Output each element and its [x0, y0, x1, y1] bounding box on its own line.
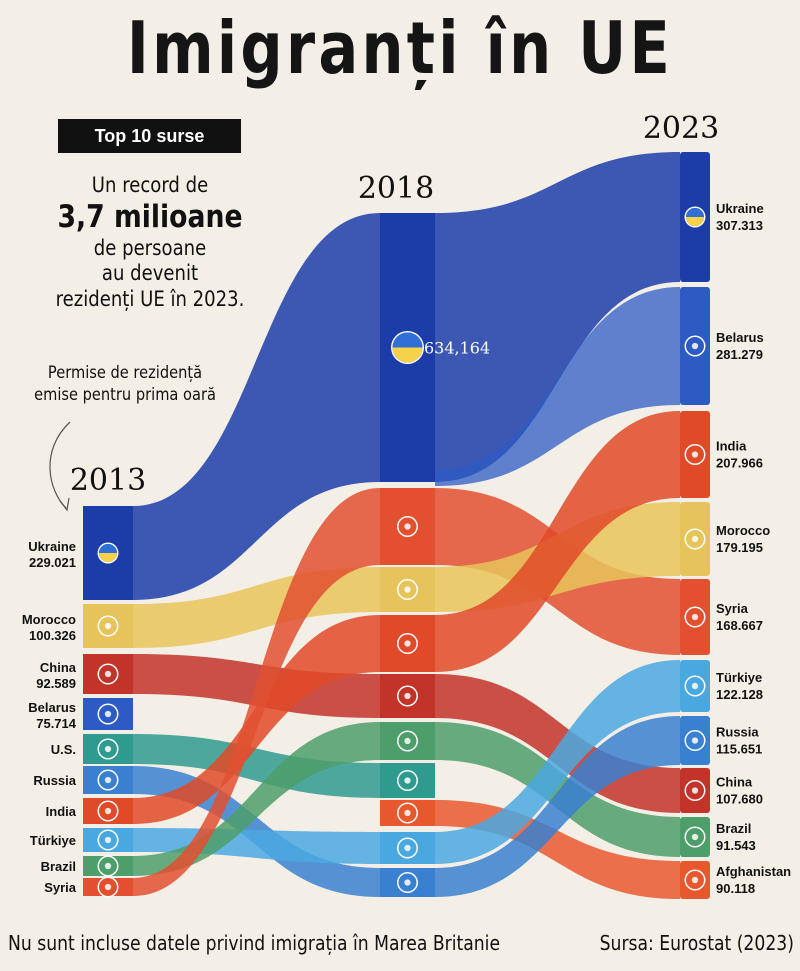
value-2023-trkiye: 122.128 — [716, 687, 763, 702]
label-2023-trkiye: Türkiye — [716, 670, 762, 685]
flag-2013-ukraine-icon — [97, 542, 119, 564]
flag-2018-ukraine-icon — [391, 331, 424, 364]
permits-arrow — [49, 421, 71, 509]
flag-2023-morocco-icon — [684, 528, 706, 550]
label-2023-syria: Syria — [716, 601, 749, 616]
flag-2018-afghanistan-icon — [397, 802, 418, 824]
value-2013-ukraine: 229.021 — [29, 555, 76, 570]
label-2013-morocco: Morocco — [22, 612, 76, 627]
country-labels: Ukraine229.021Morocco100.326China92.589B… — [22, 201, 791, 896]
flag-2018-china-icon — [397, 685, 418, 707]
label-2023-china: China — [716, 775, 753, 790]
label-2023-russia: Russia — [716, 725, 759, 740]
flow-2013-2018-brazil — [133, 722, 380, 876]
flow-2013-2018-ukraine — [133, 213, 380, 600]
flow-2018-2023-trkiye — [435, 660, 680, 864]
value-2018-ukraine: 634,164 — [424, 339, 490, 358]
flow-2018-2023-belarus — [435, 287, 680, 486]
flow-2018-2023-russia — [435, 716, 680, 897]
flow-2018-2023-ukraine — [435, 152, 680, 482]
flag-2023-afghanistan-icon — [684, 869, 706, 891]
flag-2018-syria-icon — [397, 516, 418, 537]
label-2013-ukraine: Ukraine — [28, 539, 76, 554]
label-2013-china: China — [40, 660, 77, 675]
value-2023-russia: 115.651 — [716, 742, 762, 757]
label-2013-trkiye: Türkiye — [30, 833, 76, 848]
flag-2013-india-icon — [97, 800, 119, 822]
label-2013-india: India — [46, 804, 77, 819]
flag-2023-belarus-icon — [684, 335, 706, 357]
intro-line-3: de persoane — [93, 235, 207, 260]
value-2023-afghanistan: 90.118 — [716, 881, 755, 896]
flow-bands — [133, 152, 680, 899]
label-2023-belarus: Belarus — [716, 330, 764, 345]
intro-highlight: 3,7 milioane — [57, 198, 243, 235]
label-2023-brazil: Brazil — [716, 821, 751, 836]
flag-2023-trkiye-icon — [684, 675, 706, 697]
value-2013-belarus: 75.714 — [36, 716, 77, 731]
label-2023-afghanistan: Afghanistan — [716, 864, 791, 879]
uk-footnote: Nu sunt incluse datele privind imigrația… — [8, 931, 501, 955]
flag-markers — [97, 206, 706, 898]
permits-line-2: emise pentru prima oară — [34, 385, 216, 406]
flag-2023-china-icon — [684, 780, 706, 801]
flag-2023-russia-icon — [684, 730, 706, 751]
flow-2018-2023-india — [435, 411, 680, 672]
flag-2023-brazil-icon — [684, 826, 706, 848]
flag-2013-morocco-icon — [97, 615, 119, 637]
flag-2018-brazil-icon — [397, 730, 418, 752]
label-2023-ukraine: Ukraine — [716, 201, 764, 216]
year-label-2018: 2018 — [358, 171, 434, 206]
flag-2013-brazil-icon — [97, 855, 119, 877]
flag-2018-us-icon — [397, 770, 418, 791]
label-2013-belarus: Belarus — [28, 700, 76, 715]
value-2013-china: 92.589 — [36, 676, 76, 691]
label-2013-brazil: Brazil — [41, 859, 76, 874]
flag-2018-russia-icon — [397, 872, 418, 893]
value-2023-morocco: 179.195 — [716, 540, 763, 555]
top10-badge: Top 10 surse — [58, 119, 241, 153]
flow-2013-2018-syria — [133, 488, 380, 896]
flag-2018-india-icon — [397, 633, 418, 654]
intro-line-1: Un record de — [91, 173, 209, 197]
flag-2013-china-icon — [97, 663, 119, 685]
label-2023-india: India — [716, 439, 747, 454]
permits-line-1: Permise de rezidență — [47, 363, 203, 383]
year-label-2023: 2023 — [643, 111, 719, 146]
flow-2013-2018-us — [133, 734, 380, 798]
value-2023-china: 107.680 — [716, 792, 763, 807]
value-2013-morocco: 100.326 — [29, 628, 76, 643]
value-2023-belarus: 281.279 — [716, 347, 763, 362]
label-2013-russia: Russia — [33, 773, 76, 788]
label-2013-syria: Syria — [44, 880, 77, 895]
flag-2018-morocco-icon — [397, 579, 418, 600]
value-2023-syria: 168.667 — [716, 618, 763, 633]
flag-2018-trkiye-icon — [397, 837, 418, 859]
intro-line-4: au devenit — [101, 261, 199, 286]
permits-arrow-head — [59, 497, 70, 512]
flag-2023-india-icon — [684, 444, 706, 465]
page-title: Imigranți în UE — [126, 6, 674, 90]
intro-line-5: rezidenți UE în 2023. — [55, 287, 245, 312]
flag-2013-syria-icon — [97, 876, 119, 898]
value-2023-india: 207.966 — [716, 456, 763, 471]
year-label-2013: 2013 — [70, 463, 146, 498]
value-2023-ukraine: 307.313 — [716, 218, 763, 233]
label-2013-us: U.S. — [51, 742, 76, 757]
flag-2013-russia-icon — [97, 769, 119, 791]
permits-note: Permise de rezidență emise pentru prima … — [18, 362, 233, 406]
label-2023-morocco: Morocco — [716, 523, 770, 538]
flag-2023-syria-icon — [684, 606, 706, 628]
flag-2013-trkiye-icon — [97, 829, 119, 851]
flag-2013-us-icon — [97, 738, 119, 760]
intro-text: Un record de 3,7 milioane de persoane au… — [38, 173, 262, 313]
flag-2023-ukraine-icon — [684, 206, 706, 228]
flow-2018-2023-brazil — [435, 722, 680, 857]
value-2023-brazil: 91.543 — [716, 838, 756, 853]
flag-2013-belarus-icon — [97, 703, 119, 725]
source-note: Sursa: Eurostat (2023) — [599, 931, 794, 955]
